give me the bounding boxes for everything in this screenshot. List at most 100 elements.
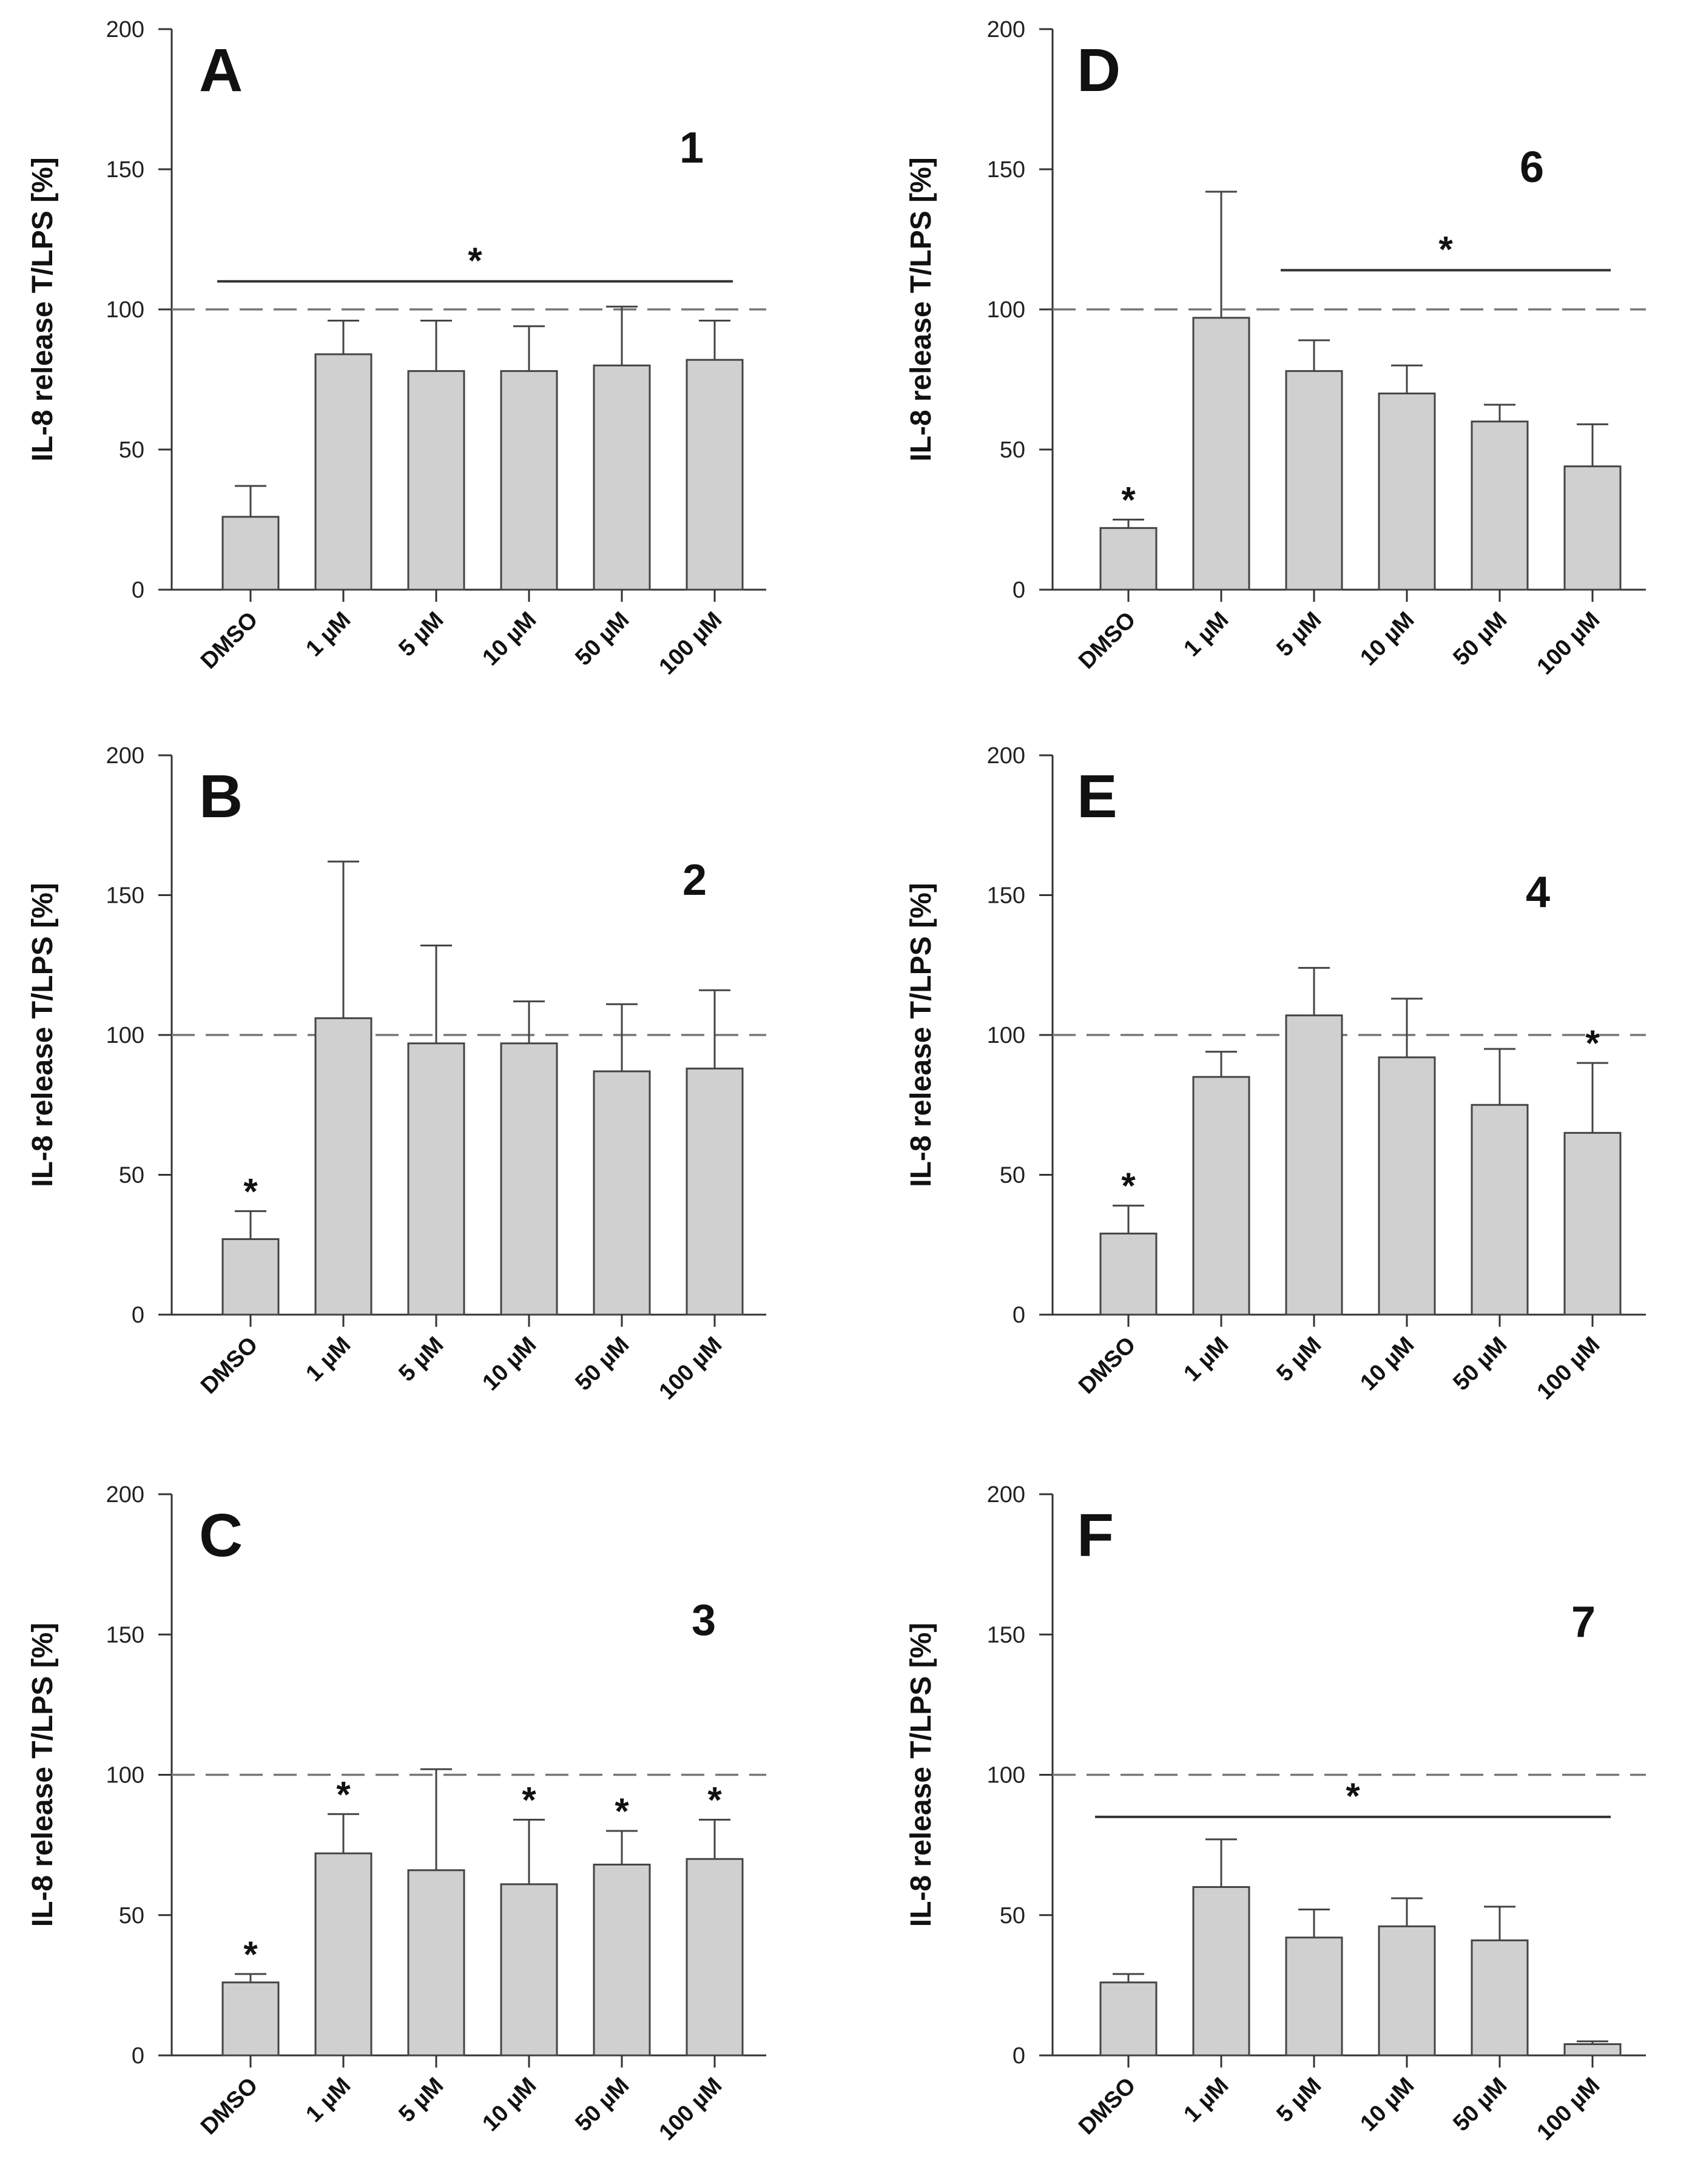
bar xyxy=(1471,420,1529,591)
x-tick-label: 100 µM xyxy=(654,607,727,680)
x-tick-label: 1 µM xyxy=(1179,1332,1233,1387)
significance-star: * xyxy=(468,240,482,281)
bar xyxy=(593,1070,651,1316)
bar xyxy=(1285,370,1343,591)
y-tick-label: 0 xyxy=(132,1303,144,1328)
bar xyxy=(221,516,280,591)
y-tick-label: 200 xyxy=(106,17,144,42)
bar xyxy=(407,1042,465,1316)
y-tick-label: 100 xyxy=(987,297,1025,323)
bar xyxy=(686,1067,744,1316)
x-tick-label: DMSO xyxy=(1074,1332,1141,1399)
y-tick-label: 200 xyxy=(106,743,144,769)
y-tick-label: 200 xyxy=(987,743,1025,769)
y-tick-label: 0 xyxy=(132,578,144,603)
y-tick-label: 100 xyxy=(987,1763,1025,1788)
bar xyxy=(1192,1886,1250,2057)
compound-label: 3 xyxy=(692,1596,716,1645)
panel-f: 0 50 100 150 200 IL-8 release T/LPS [%] F 7 DMSO… xyxy=(905,1482,1646,2146)
y-tick-label: 200 xyxy=(106,1482,144,1508)
y-tick-label: 150 xyxy=(987,157,1025,183)
y-tick-label: 50 xyxy=(119,1903,144,1929)
bar xyxy=(221,1238,280,1316)
bar xyxy=(1285,1936,1343,2057)
y-tick-label: 50 xyxy=(1000,437,1025,463)
x-tick-label: 5 µM xyxy=(1272,2073,1326,2128)
bar xyxy=(1099,1981,1158,2057)
x-tick-label: 5 µM xyxy=(1272,607,1326,662)
bar xyxy=(593,364,651,591)
bar xyxy=(1563,1131,1622,1316)
y-tick-label: 100 xyxy=(106,1763,144,1788)
panel-c: 0 50 100 150 200 IL-8 release T/LPS [%] C 3 DMSO… xyxy=(27,1482,766,2146)
bar xyxy=(407,370,465,591)
significance-star: * xyxy=(615,1791,629,1832)
bar xyxy=(1378,393,1436,591)
panel-e: 0 50 100 150 200 IL-8 release T/LPS [%] E 4 DMSO… xyxy=(905,743,1646,1405)
panel-letter: A xyxy=(199,36,243,104)
y-tick-label: 50 xyxy=(119,437,144,463)
bar xyxy=(593,1864,651,2057)
y-axis-label: IL-8 release T/LPS [%] xyxy=(27,157,59,462)
y-tick-label: 150 xyxy=(106,157,144,183)
x-tick-label: 10 µM xyxy=(1355,1332,1419,1396)
bar xyxy=(1192,317,1250,591)
y-tick-label: 50 xyxy=(1000,1903,1025,1929)
y-axis-label: IL-8 release T/LPS [%] xyxy=(27,883,59,1187)
x-tick-label: 1 µM xyxy=(1179,2073,1233,2128)
y-tick-label: 150 xyxy=(987,1622,1025,1648)
x-tick-label: 50 µM xyxy=(1448,607,1512,671)
significance-star: * xyxy=(243,1934,258,1975)
x-tick-label: 50 µM xyxy=(1448,2073,1512,2137)
y-axis-label: IL-8 release T/LPS [%] xyxy=(27,1623,59,1927)
y-tick-label: 0 xyxy=(1013,1303,1025,1328)
panel-letter: C xyxy=(199,1502,243,1569)
y-tick-label: 0 xyxy=(132,2043,144,2069)
panel-a: 0 50 100 150 200 IL-8 release T/LPS [%] A 1 DMSO… xyxy=(27,17,766,680)
x-tick-label: 100 µM xyxy=(654,2073,727,2146)
significance-star: * xyxy=(707,1780,722,1821)
x-tick-label: 10 µM xyxy=(477,607,541,671)
compound-label: 4 xyxy=(1526,868,1550,917)
bar xyxy=(1285,1014,1343,1316)
x-tick-label: DMSO xyxy=(196,607,263,674)
bar xyxy=(500,370,558,591)
x-tick-label: 5 µM xyxy=(394,2073,448,2128)
x-tick-label: 5 µM xyxy=(1272,1332,1326,1387)
panel-d: 0 50 100 150 200 IL-8 release T/LPS [%] D 6 DMSO… xyxy=(905,17,1646,680)
bar xyxy=(686,1858,744,2057)
bar xyxy=(1192,1076,1250,1316)
y-tick-label: 0 xyxy=(1013,578,1025,603)
y-tick-label: 200 xyxy=(987,17,1025,42)
bar xyxy=(1563,465,1622,591)
x-tick-label: DMSO xyxy=(1074,2073,1141,2140)
bar xyxy=(500,1883,558,2057)
compound-label: 7 xyxy=(1571,1598,1596,1646)
y-tick-label: 100 xyxy=(987,1023,1025,1048)
x-tick-label: 10 µM xyxy=(477,1332,541,1396)
bar xyxy=(1099,527,1158,591)
x-tick-label: 50 µM xyxy=(570,607,634,671)
panel-letter: E xyxy=(1077,763,1117,831)
significance-star: * xyxy=(336,1774,351,1815)
bar xyxy=(1471,1939,1529,2057)
significance-star: * xyxy=(243,1171,258,1212)
y-tick-label: 200 xyxy=(987,1482,1025,1508)
bar xyxy=(1378,1056,1436,1316)
significance-star: * xyxy=(1121,1165,1136,1206)
y-tick-label: 150 xyxy=(106,1622,144,1648)
x-tick-label: 10 µM xyxy=(1355,607,1419,671)
significance-star: * xyxy=(1346,1776,1360,1816)
panel-b: 0 50 100 150 200 IL-8 release T/LPS [%] B 2 DMSO… xyxy=(27,743,766,1405)
bar xyxy=(314,1852,372,2057)
compound-label: 6 xyxy=(1520,143,1544,192)
x-tick-label: 50 µM xyxy=(570,2073,634,2137)
x-tick-label: 100 µM xyxy=(1532,1332,1605,1405)
y-tick-label: 100 xyxy=(106,1023,144,1048)
bar xyxy=(221,1981,280,2057)
x-tick-label: DMSO xyxy=(196,2073,263,2140)
x-tick-label: 50 µM xyxy=(570,1332,634,1396)
bar xyxy=(1563,2043,1622,2057)
x-tick-label: 10 µM xyxy=(477,2073,541,2137)
